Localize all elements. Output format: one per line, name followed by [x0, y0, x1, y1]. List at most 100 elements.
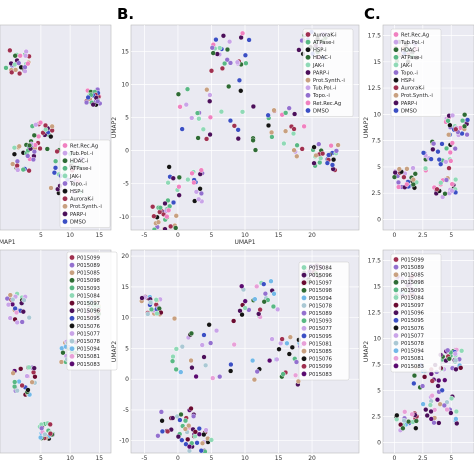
legend-marker [393, 363, 399, 369]
scatter-point [282, 128, 289, 134]
scatter-point [262, 291, 268, 297]
scatter-point [242, 52, 249, 58]
scatter-point [395, 179, 402, 186]
scatter-point [400, 425, 406, 431]
legend-entry: Prot.Synth.-i [401, 93, 433, 99]
scatter-point [196, 116, 202, 122]
legend-marker [305, 54, 311, 61]
legend-entry: HDAC-i [313, 55, 331, 61]
scatter-point [10, 297, 16, 303]
scatter-point [32, 374, 38, 380]
scatter-point [265, 112, 271, 118]
scatter-point [267, 357, 273, 364]
scatter-point [447, 149, 453, 156]
panel-label-c: C. [364, 5, 381, 23]
scatter-point [193, 373, 199, 380]
legend-entry: P015076 [309, 357, 332, 363]
legend-marker [69, 338, 75, 344]
y-tick-label: -5 [123, 181, 129, 188]
legend-marker [69, 269, 75, 276]
scatter-point [30, 369, 37, 375]
scatter-point [192, 429, 198, 435]
scatter-point [402, 409, 408, 415]
scatter-point [228, 368, 234, 374]
legend-marker [301, 355, 307, 362]
legend-marker [69, 315, 75, 322]
legend-marker [301, 348, 307, 354]
legend-entry: P015094 [401, 349, 425, 355]
scatter-point [190, 413, 197, 419]
scatter-point [328, 143, 334, 149]
scatter-point [271, 291, 277, 297]
scatter-point [197, 186, 203, 192]
legend-box [298, 261, 350, 381]
scatter-point [431, 141, 437, 147]
legend-entry: P015084 [77, 293, 101, 299]
scatter-point [37, 434, 44, 441]
x-tick-label: 20 [308, 232, 316, 239]
scatter-point [275, 306, 281, 313]
legend-entry: P015083 [401, 364, 424, 370]
scatter-point [461, 123, 468, 129]
legend-marker [305, 46, 311, 53]
scatter-point [392, 170, 398, 176]
legend-marker [393, 107, 399, 114]
scatter-point [443, 159, 449, 165]
scatter-point [16, 143, 22, 149]
scatter-point [42, 431, 48, 438]
scatter-point [203, 362, 209, 368]
x-tick-label: 0 [176, 232, 180, 239]
scatter-point [289, 344, 295, 350]
scatter-point [139, 295, 145, 301]
scatter-point [446, 356, 452, 362]
x-tick-label: 5 [449, 455, 453, 462]
scatter-point [239, 109, 246, 115]
legend-entry: P015097 [77, 301, 100, 307]
y-tick-label: 5 [377, 164, 381, 171]
scatter-point [257, 307, 263, 313]
scatter-point [335, 142, 341, 148]
legend-entry: P015081 [309, 341, 332, 347]
scatter-point [449, 140, 455, 146]
scatter-point [434, 397, 441, 403]
scatter-point [316, 141, 322, 147]
scatter-point [234, 59, 241, 65]
scatter-point [261, 299, 267, 305]
scatter-point [290, 130, 297, 137]
scatter-point [446, 165, 452, 171]
scatter-point [422, 165, 429, 171]
panel-label-b: B. [117, 5, 134, 23]
legend-entry: P015097 [401, 303, 424, 309]
legend-entry: Tub.Pol.-i [312, 86, 336, 92]
scatter-point [438, 161, 444, 167]
legend-marker [62, 180, 68, 187]
legend-marker [393, 287, 399, 293]
scatter-point [454, 420, 460, 427]
legend-entry: P015097 [309, 281, 332, 287]
y-tick-label: -10 [119, 438, 129, 445]
legend-box [59, 139, 111, 228]
legend-entry: P015078 [77, 339, 100, 345]
chart-a-top: 5 10 15 UMAP1 Ret.Rec.Ag Tub.Pol.-i HDAC-iATPa… [0, 24, 112, 246]
scatter-point [452, 351, 458, 357]
legend-marker [62, 218, 68, 225]
scatter-point [291, 126, 297, 132]
scatter-point [424, 412, 430, 419]
legend-marker [393, 46, 399, 53]
x-tick-label: 5 [210, 232, 214, 239]
y-tick-label: 5 [377, 388, 381, 395]
legend-marker [305, 69, 311, 76]
y-tick-label: 17.5 [368, 33, 382, 40]
scatter-point [239, 312, 245, 318]
legend-entry: Prot.Synth.-i [70, 204, 102, 210]
scatter-point [430, 146, 436, 152]
scatter-point [39, 425, 45, 431]
scatter-point [280, 371, 286, 377]
scatter-point [231, 123, 237, 129]
scatter-point [448, 395, 455, 402]
legend-entry: P015085 [77, 271, 100, 277]
y-tick-label: 10 [121, 315, 129, 322]
scatter-point [162, 226, 168, 230]
scatter-point [220, 33, 227, 39]
